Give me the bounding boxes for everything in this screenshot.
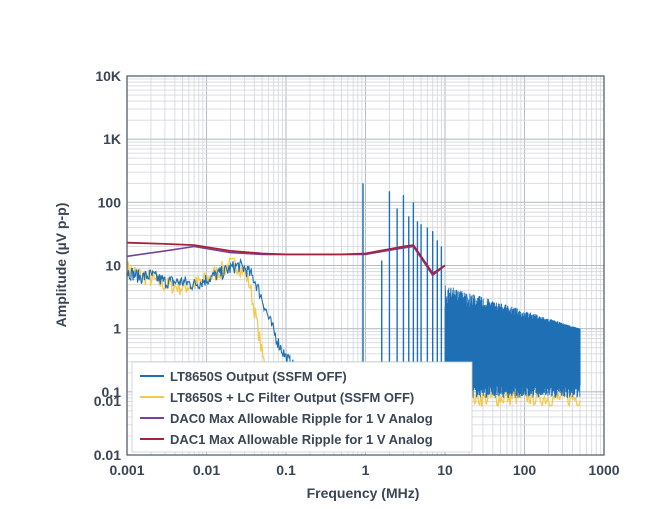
y-tick-label: 100 (98, 194, 122, 210)
series-lt8650s-output-dense-band (444, 285, 581, 398)
x-tick-label: 1 (362, 462, 370, 478)
y-axis-title: Amplitude (µV p-p) (53, 203, 69, 328)
x-tick-label: 0.01 (193, 462, 220, 478)
series-dac1-max-ripple-line (126, 241, 446, 275)
y-tick-label: 10K (95, 68, 121, 84)
legend-label: DAC1 Max Allowable Ripple for 1 V Analog (170, 432, 433, 447)
y-tick-label: 1K (103, 131, 121, 147)
x-tick-label: 0.001 (109, 462, 144, 478)
y-tick-label: 0.1 (102, 384, 122, 400)
x-axis-title: Frequency (MHz) (307, 485, 420, 501)
legend: LT8650S Output (SSFM OFF) LT8650S + LC Fi… (131, 361, 473, 453)
y-tick-label: 1 (113, 321, 121, 337)
legend-box (131, 361, 473, 453)
x-tick-label: 10 (437, 462, 453, 478)
plot-frame (126, 75, 605, 456)
x-tick-label: 0.1 (276, 462, 296, 478)
y-tick-label: 0.01 (94, 393, 121, 409)
x-tick-label: 1000 (588, 462, 619, 478)
legend-label: LT8650S + LC Filter Output (SSFM OFF) (170, 390, 414, 405)
legend-label: DAC0 Max Allowable Ripple for 1 V Analog (170, 411, 433, 426)
y-tick-label: 10 (105, 258, 121, 274)
x-axis-ticks: 0.001 0.01 0.1 1 10 100 1000 (109, 462, 619, 478)
y-tick-label: 0.01 (94, 447, 121, 463)
x-tick-label: 100 (513, 462, 537, 478)
legend-label: LT8650S Output (SSFM OFF) (170, 369, 347, 384)
